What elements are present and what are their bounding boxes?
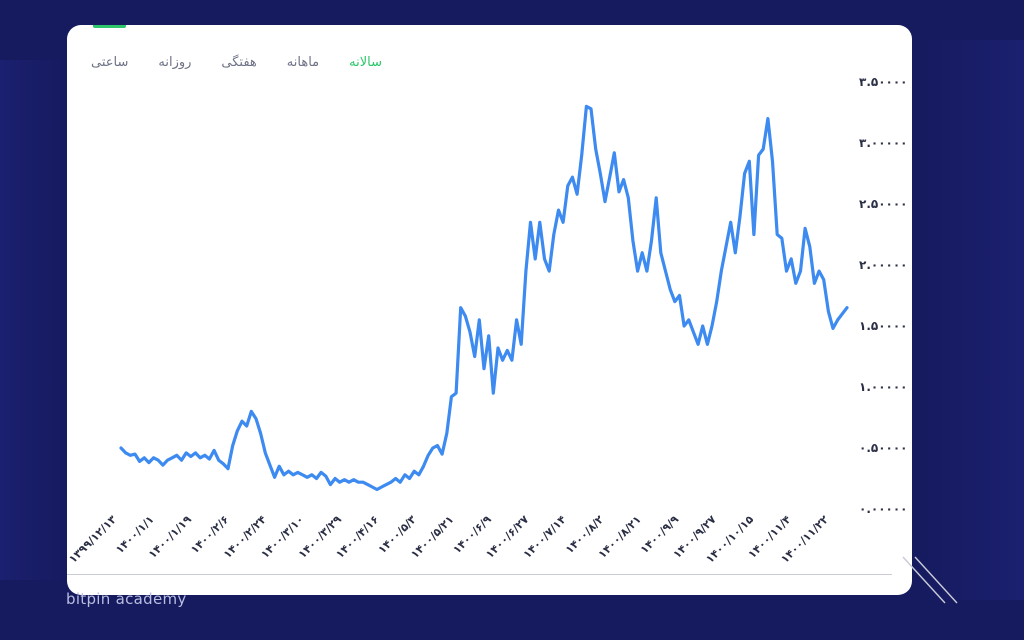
tab-weekly[interactable]: هفتگی [221, 55, 257, 70]
y-axis: ۰.۰۰۰۰۰ ۰.۵۰۰۰۰ ۱.۰۰۰۰۰ ۱.۵۰۰۰۰ ۲.۰۰۰۰۰ ۲.۵۰۰… [859, 75, 908, 516]
chart-card: سالانه ماهانه هفتگی روزانه ساعتی ۰.۰۰۰۰۰… [67, 25, 912, 595]
x-axis: ۱۳۹۹/۱۲/۱۳۱۴۰۰/۱/۱۱۴۰۰/۱/۱۹۱۴۰۰/۲/۶۱۴۰۰/… [67, 513, 831, 566]
decorative-lines [902, 556, 958, 604]
y-tick-label: ۲.۵۰۰۰۰ [859, 197, 908, 211]
chart-baseline [67, 574, 892, 575]
y-tick-label: ۱.۵۰۰۰۰ [859, 319, 908, 333]
x-tick-label: ۱۳۹۹/۱۲/۱۳ [67, 513, 119, 566]
price-line-chart: ۰.۰۰۰۰۰ ۰.۵۰۰۰۰ ۱.۰۰۰۰۰ ۱.۵۰۰۰۰ ۲.۰۰۰۰۰ ۲.۵۰۰… [67, 75, 908, 566]
tab-yearly[interactable]: سالانه [349, 55, 382, 70]
y-tick-label: ۰.۵۰۰۰۰ [859, 441, 908, 455]
y-tick-label: ۲.۰۰۰۰۰ [859, 258, 908, 272]
timeframe-tabs: سالانه ماهانه هفتگی روزانه ساعتی [91, 55, 391, 70]
price-series-line [119, 104, 849, 492]
y-tick-label: ۰.۰۰۰۰۰ [859, 502, 908, 516]
active-tab-indicator [93, 25, 126, 28]
tab-monthly[interactable]: ماهانه [286, 55, 320, 70]
background-glow-right [914, 40, 1024, 600]
y-tick-label: ۱.۰۰۰۰۰ [859, 380, 908, 394]
y-tick-label: ۳.۵۰۰۰۰ [859, 75, 908, 89]
y-tick-label: ۳.۰۰۰۰۰ [859, 136, 908, 150]
watermark-text: bitpin academy [66, 590, 187, 608]
tab-daily[interactable]: روزانه [158, 55, 192, 70]
tab-hourly[interactable]: ساعتی [91, 55, 129, 70]
background-glow-left [0, 60, 70, 580]
